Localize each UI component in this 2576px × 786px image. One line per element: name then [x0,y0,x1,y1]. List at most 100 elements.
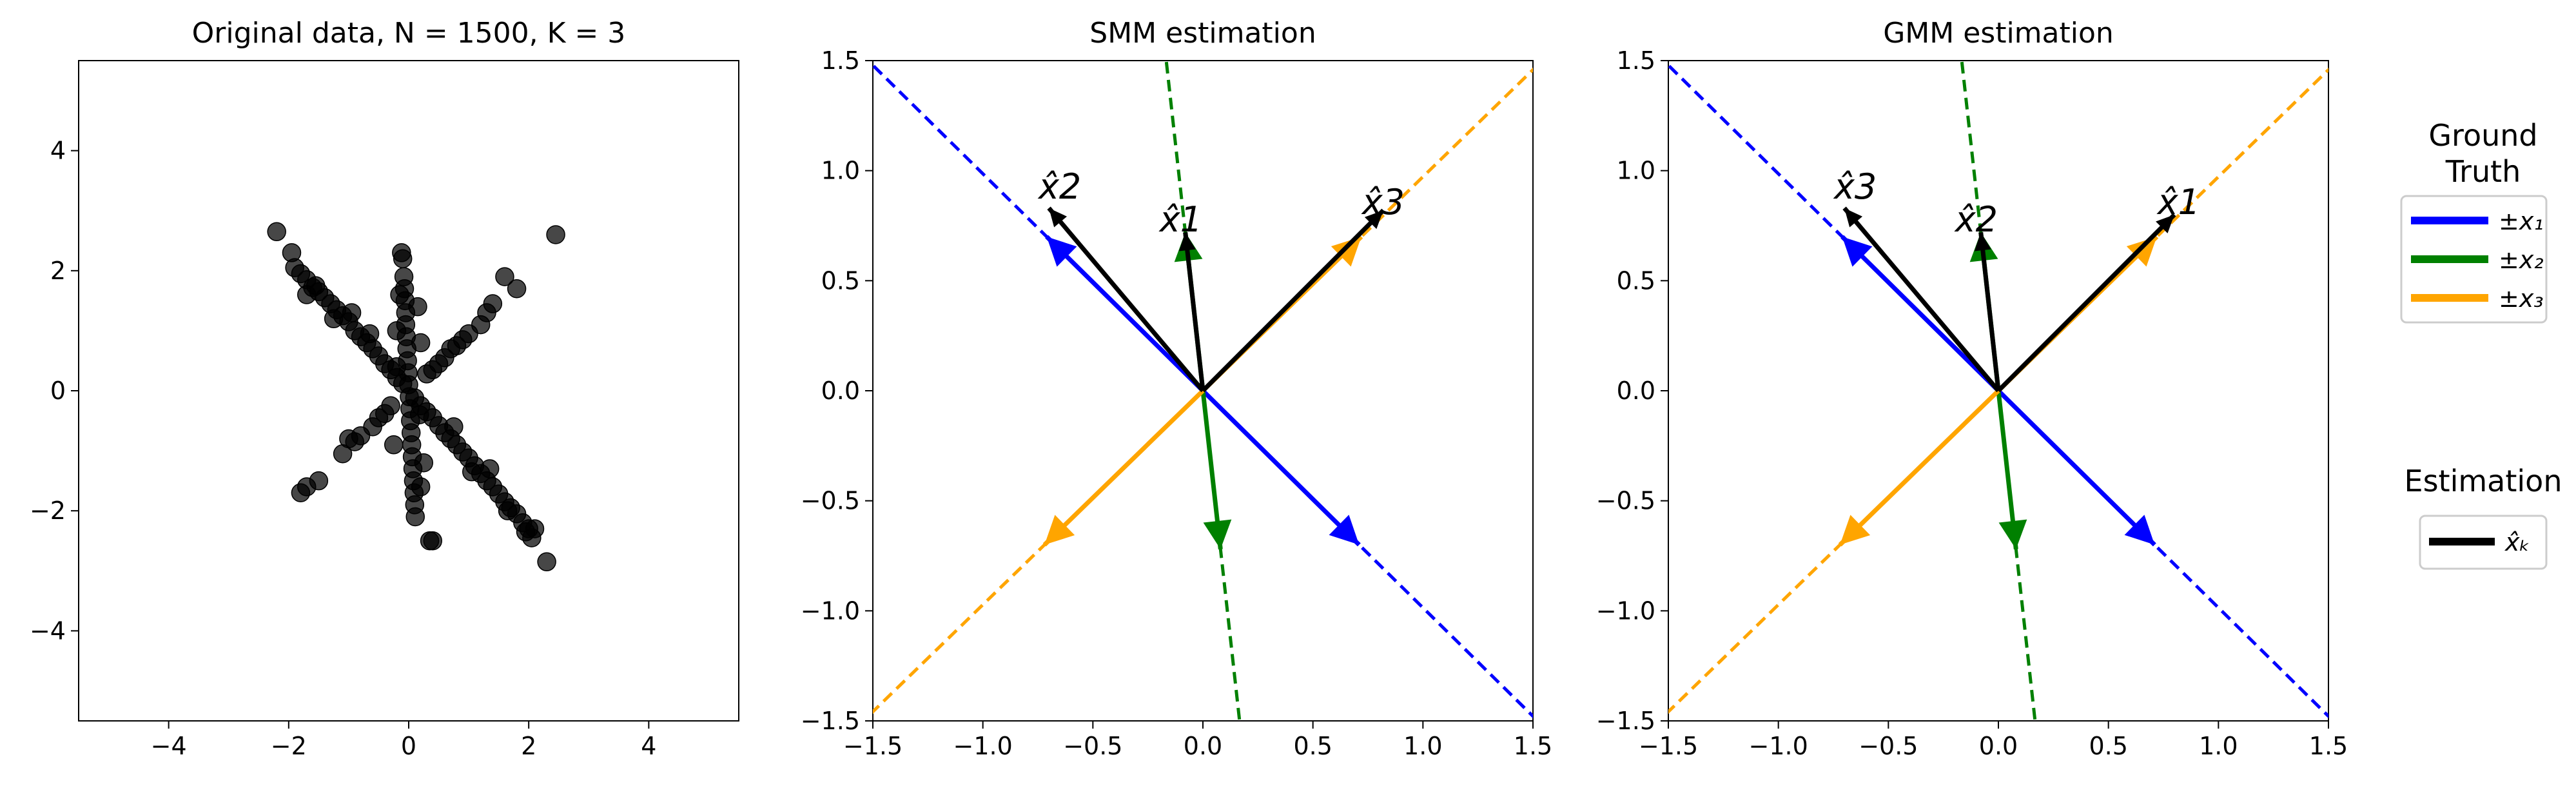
x-tick-label: −4 [151,732,187,760]
arrow-head [2126,237,2157,267]
arrow-head [1842,237,1873,267]
estimate-arrow [1842,206,2000,393]
x-tick-label: −0.5 [1063,732,1122,760]
y-tick-label: 1.5 [821,46,860,75]
ground-truth-arrow-x1 [1045,235,1205,393]
arrow-head [1331,237,1361,267]
estimate-label: x̂2 [1037,166,1081,207]
x-tick-label: −2 [271,732,307,760]
arrow-head [1049,208,1068,228]
x-tick-label: 1.0 [1403,732,1442,760]
scatter-point [444,417,463,437]
scatter-point [306,276,326,295]
axis-ticks: −1.5 −1.0 −0.5 0.0 0.5 1.0 1.5 −1.5 −1.0 −0.5 0.0 0… [801,46,1553,760]
y-tick-label: −0.5 [1596,487,1655,515]
scatter-point [360,324,380,344]
legend-estimation: Estimation x̂ₖ [2405,464,2562,570]
y-tick-label: 0.0 [821,377,860,405]
x-tick-label: −1.5 [843,732,903,760]
arrow-head [2124,515,2155,545]
y-tick-label: 0.5 [821,266,860,295]
scatter-point [495,267,514,286]
scatter-panel: Original data, N = 1500, K = 3 −4 −2 0 2 4 −4… [30,17,739,760]
arrow-head [1844,208,1863,228]
y-tick-label: 0.5 [1617,266,1655,295]
scatter-point [480,459,500,478]
estimate-label: x̂3 [1833,166,1877,207]
estimate-label: x̂1 [2156,182,2200,222]
legend-ground-truth: Ground Truth ±x₁ ±x₂ ±x₃ [2400,118,2548,324]
axis-ticks: −4 −2 0 2 4 −4 −2 0 2 4 [30,137,656,760]
x-tick-label: 0.5 [2089,732,2127,760]
ground-truth-arrow-x1 [1201,389,1361,547]
gmm-panel: GMM estimation x̂1 x̂2 x̂3 −1.5 −1.0 −0.5 0.0… [1596,17,2348,760]
scatter-point [410,405,429,424]
ground-truth-arrow-x1 [1996,389,2156,547]
x-tick-label: −1.0 [1749,732,1808,760]
arrow-head [1203,519,1232,549]
arrow-head [1046,237,1077,267]
scatter-point [411,477,431,496]
estimate-arrow [1047,206,1205,393]
x-tick-label: 1.0 [2199,732,2238,760]
x-tick-label: −1.0 [953,732,1013,760]
legend-label: ±x₁ [2499,207,2544,235]
scatter-point [384,435,404,455]
arrow-head [1840,515,1871,545]
scatter-point [387,321,407,340]
vectors: x̂1 x̂2 x̂3 [873,61,1533,721]
scatter-point [414,453,434,473]
scatter-point [393,249,413,268]
estimate-label: x̂1 [1158,199,1202,240]
estimate-arrow [1183,231,1205,391]
arrow-head [1178,232,1196,251]
panel-title: GMM estimation [1883,17,2114,50]
arrow-head [1364,210,1383,230]
arrow-head [1974,232,1991,251]
scatter-point [267,222,286,242]
y-tick-label: 0.0 [1617,377,1655,405]
scatter-point [342,303,362,322]
panel-title-text: Original data, N = 1500, K = 3 [192,17,626,50]
ground-truth-line-x1 [1668,63,2328,719]
y-tick-label: −1.5 [1596,707,1655,735]
scatter-point [387,357,407,377]
y-tick-label: −4 [30,616,66,645]
scatter-point [291,483,311,503]
y-tick-label: −1.5 [801,707,860,735]
axis-ticks: −1.5 −1.0 −0.5 0.0 0.5 1.0 1.5 −1.5 −1.0 −0.5 0.0 0… [1596,46,2348,760]
x-tick-label: 1.5 [1514,732,1552,760]
x-tick-label: −1.5 [1639,732,1698,760]
y-tick-label: −0.5 [801,487,860,515]
scatter-point [483,294,503,313]
panel-title: Original data, N = 1500, K = 3 [192,17,626,50]
ground-truth-arrow-x3 [1042,389,1205,547]
legend-title: Estimation [2405,464,2562,498]
x-tick-label: 0.0 [1979,732,2018,760]
x-tick-label: −0.5 [1859,732,1918,760]
scatter-point [498,501,518,520]
vectors: x̂1 x̂2 x̂3 [1668,61,2328,721]
ground-truth-arrow-x3 [1838,389,2000,547]
estimate-label: x̂2 [1954,199,1998,240]
estimate-label: x̂3 [1361,182,1405,222]
y-tick-label: −1.0 [1596,596,1655,625]
scatter-point [516,522,536,542]
x-tick-label: 1.5 [2309,732,2348,760]
scatter-point [411,333,431,353]
scatter-point [405,507,425,527]
scatter-point [324,309,344,329]
x-tick-label: 0 [401,732,416,760]
scatter-point [390,285,409,304]
legend-title: Ground [2428,118,2537,153]
ground-truth-arrow-x1 [1840,235,2000,393]
scatter-point [507,279,527,299]
x-tick-label: 0.0 [1184,732,1222,760]
arrow-head [2156,214,2175,233]
x-tick-label: 4 [641,732,656,760]
estimate-arrow [1978,231,2001,391]
y-tick-label: 0 [50,377,66,405]
legend-label: ±x₂ [2499,246,2544,274]
y-tick-label: 2 [50,257,66,285]
